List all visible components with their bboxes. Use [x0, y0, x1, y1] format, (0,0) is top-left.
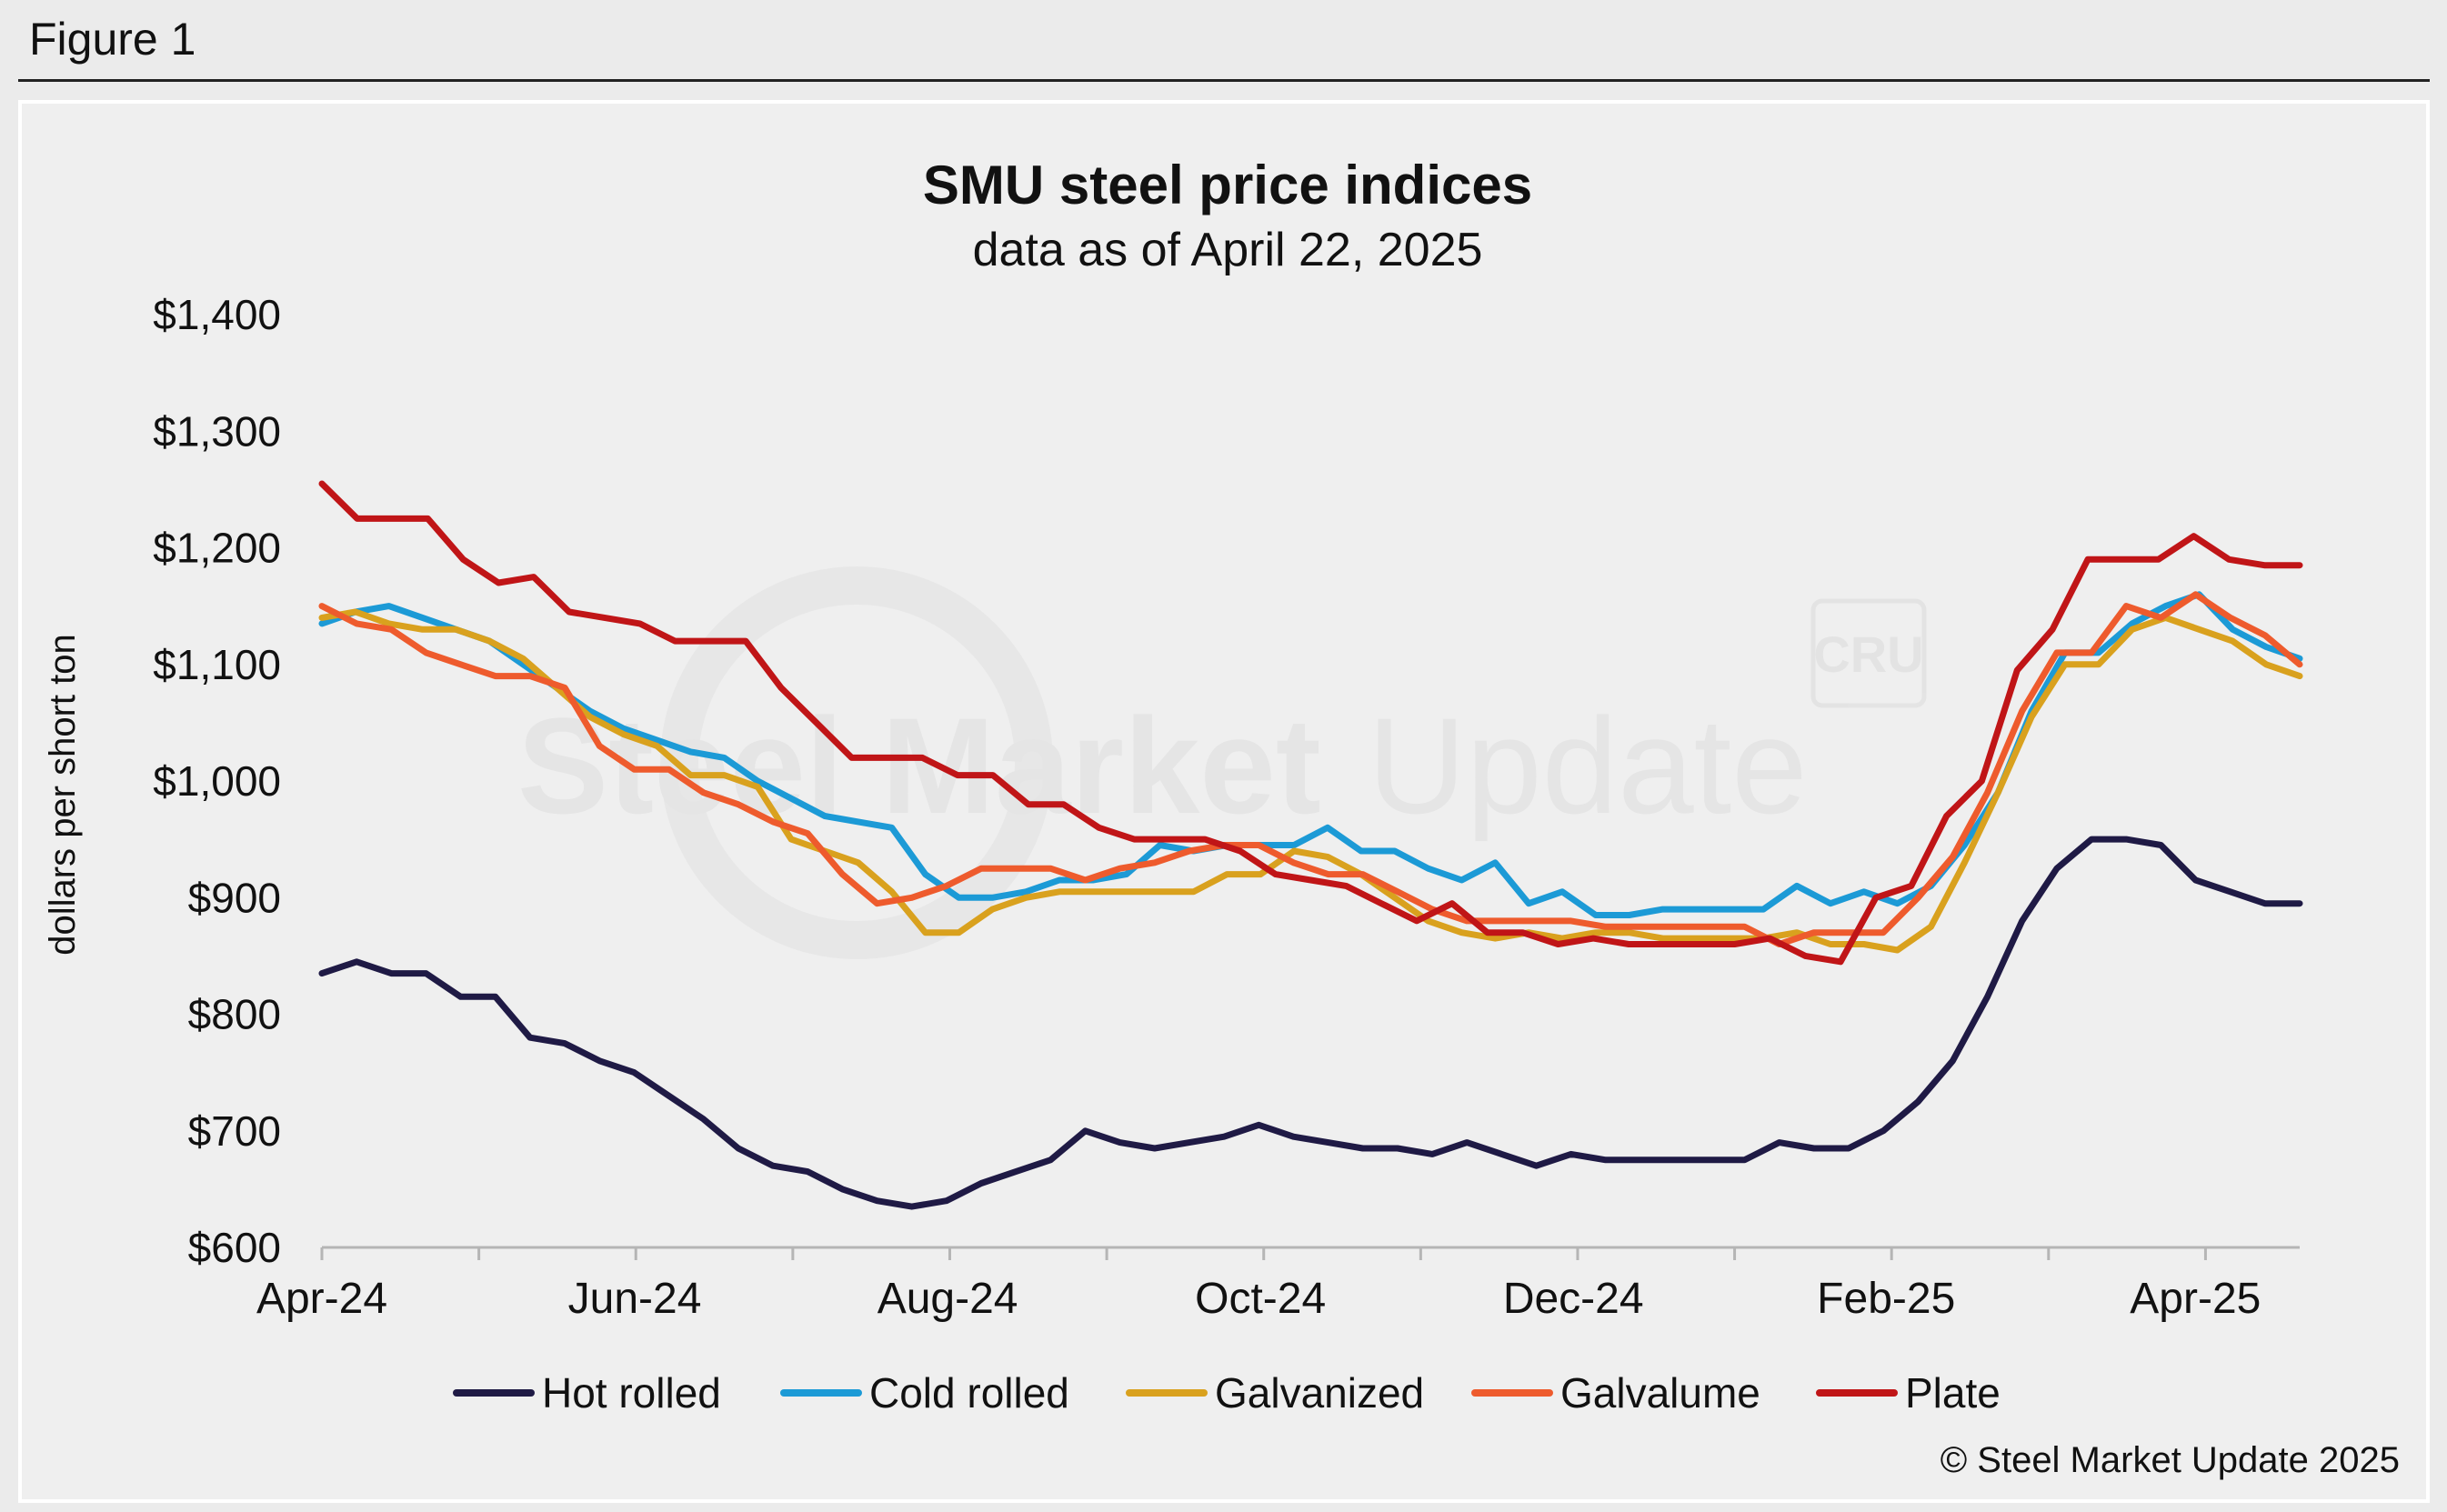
series-line-hot-rolled — [318, 836, 2303, 1210]
series-line-cold-rolled — [318, 591, 2303, 918]
y-tick-label: $800 — [188, 991, 281, 1038]
legend-label: Galvanized — [1215, 1369, 1424, 1417]
y-axis-ticks: $600 $700 $800 $900 $1,000 $1,100 $1,200 $1,300… — [153, 291, 281, 1271]
legend-label: Plate — [1905, 1369, 2001, 1417]
legend: Hot rolled Cold rolled Galvanized Galvalume… — [453, 1369, 2001, 1417]
y-tick-label: $700 — [188, 1107, 281, 1155]
series-line-plate — [318, 480, 2303, 966]
x-tick-label: Jun-24 — [568, 1275, 702, 1323]
x-tick-label: Apr-25 — [2130, 1275, 2261, 1323]
watermark-logo-text: CRU — [1813, 626, 1923, 683]
x-tick-label: Oct-24 — [1195, 1275, 1326, 1323]
legend-label: Cold rolled — [869, 1369, 1069, 1417]
y-tick-label: $900 — [188, 874, 281, 921]
watermark-light-text: Update — [1368, 689, 1808, 842]
figure-divider — [18, 79, 2430, 82]
y-tick-label: $1,400 — [153, 291, 281, 338]
figure-label: Figure 1 — [29, 14, 196, 65]
watermark: Steel Market Update CRU — [517, 566, 1927, 959]
x-tick-label: Aug-24 — [878, 1275, 1018, 1323]
watermark-bold-text: Steel Market — [517, 689, 1321, 842]
y-tick-label: $1,100 — [153, 641, 281, 688]
x-tick-label: Feb-25 — [1817, 1275, 1955, 1323]
x-tick-label: Apr-24 — [256, 1275, 387, 1323]
x-axis: Apr-24 Jun-24 Aug-24 Oct-24 Dec-24 Feb-25 Apr-… — [256, 1246, 2300, 1323]
chart-panel: Steel Market Update CRU SMU steel price … — [18, 100, 2430, 1503]
series-line-galvanized — [318, 608, 2303, 954]
watermark-logo-box — [1810, 598, 1927, 708]
y-tick-label: $1,000 — [153, 757, 281, 805]
line-chart: Steel Market Update CRU SMU steel price … — [43, 155, 2400, 1480]
y-tick-label: $1,200 — [153, 525, 281, 572]
chart-title: SMU steel price indices — [923, 155, 1532, 215]
series-line-galvalume — [318, 591, 2303, 947]
x-tick-label: Dec-24 — [1503, 1275, 1644, 1323]
copyright-notice: © Steel Market Update 2025 — [1941, 1440, 2400, 1480]
legend-label: Galvalume — [1560, 1369, 1760, 1417]
y-tick-label: $600 — [188, 1224, 281, 1271]
chart-subtitle: data as of April 22, 2025 — [973, 224, 1483, 276]
series-lines — [318, 480, 2303, 1210]
y-axis-label: dollars per short ton — [43, 634, 83, 956]
legend-label: Hot rolled — [542, 1369, 721, 1417]
y-tick-label: $1,300 — [153, 407, 281, 455]
